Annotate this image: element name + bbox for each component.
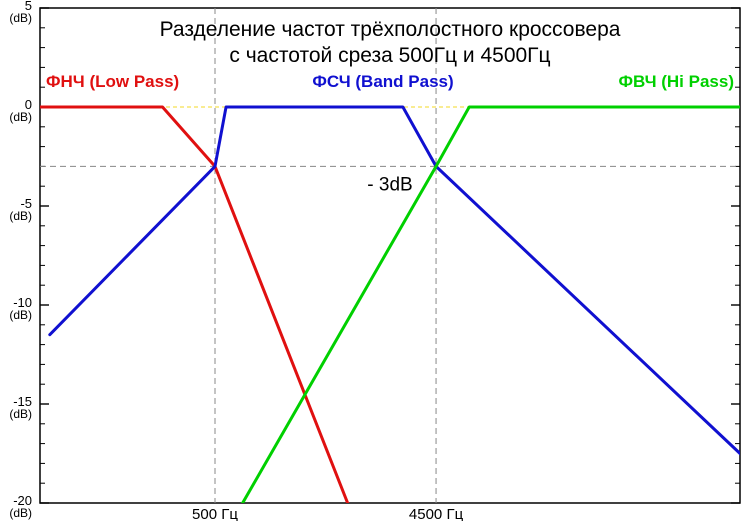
minus-3db-label: - 3dB — [367, 174, 412, 195]
chart-title-line-2: с частотой среза 500Гц и 4500Гц — [229, 44, 550, 67]
chart-title-line-1: Разделение частот трёхполостного кроссов… — [160, 18, 621, 41]
series-bandpass — [50, 107, 740, 454]
y-tick-unit: (dB) — [9, 110, 32, 124]
y-tick-unit: (dB) — [9, 308, 32, 322]
y-tick-unit: (dB) — [9, 11, 32, 25]
y-tick-unit: (dB) — [9, 506, 32, 520]
legend-highpass: ФВЧ (Hi Pass) — [618, 72, 734, 91]
crossover-chart: 5(dB)0(dB)-5(dB)-10(dB)-15(dB)-20(dB) 50… — [0, 0, 748, 521]
legend-lowpass: ФНЧ (Low Pass) — [46, 72, 179, 91]
x-label-500: 500 Гц — [192, 506, 238, 521]
y-tick-unit: (dB) — [9, 407, 32, 421]
y-minor-ticks — [40, 28, 740, 483]
x-label-4500: 4500 Гц — [409, 506, 464, 521]
y-tick-unit: (dB) — [9, 209, 32, 223]
legend-bandpass: ФСЧ (Band Pass) — [312, 72, 453, 91]
x-frequency-labels: 500 Гц 4500 Гц — [192, 506, 464, 521]
